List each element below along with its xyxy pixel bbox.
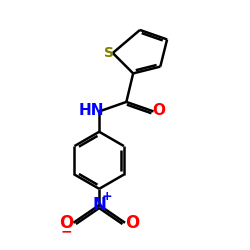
Text: O: O — [152, 102, 166, 118]
Text: O: O — [60, 214, 74, 232]
Text: O: O — [125, 214, 139, 232]
Text: +: + — [102, 190, 113, 203]
Text: HN: HN — [79, 102, 104, 118]
Text: −: − — [61, 224, 72, 238]
Text: N: N — [92, 196, 106, 214]
Text: S: S — [104, 46, 114, 60]
